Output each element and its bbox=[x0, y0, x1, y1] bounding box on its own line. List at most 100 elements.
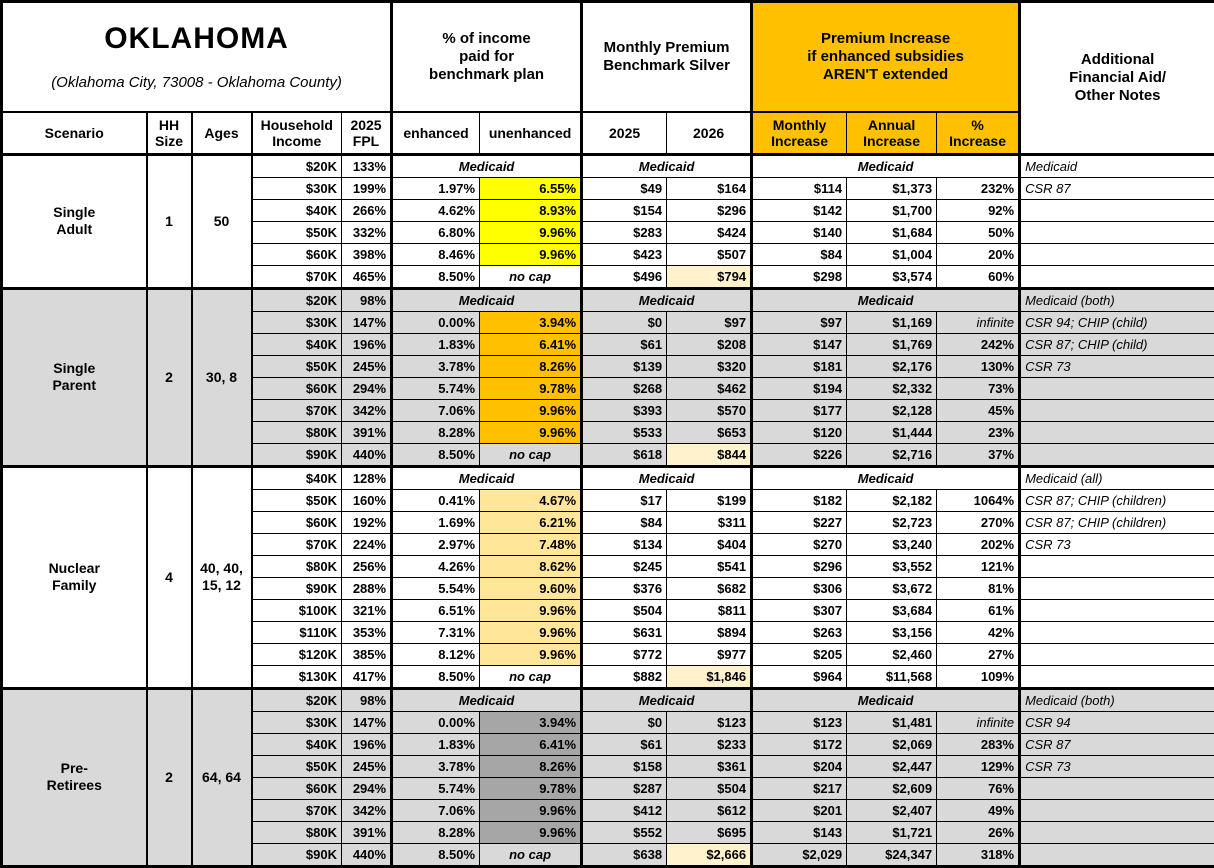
enhanced-pct-cell: 1.83% bbox=[392, 733, 480, 755]
premium-2026-cell: $404 bbox=[667, 533, 752, 555]
no-cap-cell: no cap bbox=[480, 665, 582, 688]
note-cell bbox=[1020, 599, 1214, 621]
annual-increase-cell: $1,684 bbox=[847, 221, 937, 243]
annual-increase-cell: $1,373 bbox=[847, 177, 937, 199]
premium-2025-cell: $61 bbox=[582, 733, 667, 755]
pct-increase-cell: 60% bbox=[937, 265, 1020, 288]
enhanced-pct-cell: 0.41% bbox=[392, 489, 480, 511]
premium-2025-cell: $376 bbox=[582, 577, 667, 599]
ages-cell: 64, 64 bbox=[192, 688, 252, 866]
premium-2025-cell: $423 bbox=[582, 243, 667, 265]
enhanced-pct-cell: 7.31% bbox=[392, 621, 480, 643]
enhanced-pct-cell: 8.50% bbox=[392, 843, 480, 866]
medicaid-merged-cell: Medicaid bbox=[752, 466, 1020, 489]
premium-2026-cell: $199 bbox=[667, 489, 752, 511]
fpl-cell: 440% bbox=[342, 443, 392, 466]
unenhanced-pct-cell: 9.96% bbox=[480, 821, 582, 843]
hh-size-cell: 2 bbox=[147, 288, 192, 466]
annual-increase-cell: $1,700 bbox=[847, 199, 937, 221]
income-cell: $90K bbox=[252, 843, 342, 866]
note-cell: Medicaid (all) bbox=[1020, 466, 1214, 489]
premium-2025-cell: $496 bbox=[582, 265, 667, 288]
fpl-cell: 196% bbox=[342, 733, 392, 755]
note-cell bbox=[1020, 643, 1214, 665]
note-cell: Medicaid bbox=[1020, 154, 1214, 177]
monthly-increase-cell: $205 bbox=[752, 643, 847, 665]
unenhanced-pct-cell: 3.94% bbox=[480, 711, 582, 733]
enhanced-pct-cell: 6.51% bbox=[392, 599, 480, 621]
medicaid-merged-cell: Medicaid bbox=[392, 288, 582, 311]
annual-increase-cell: $2,460 bbox=[847, 643, 937, 665]
annual-increase-cell: $3,240 bbox=[847, 533, 937, 555]
note-cell: CSR 87; CHIP (children) bbox=[1020, 489, 1214, 511]
unenhanced-pct-cell: 9.96% bbox=[480, 799, 582, 821]
income-cell: $130K bbox=[252, 665, 342, 688]
income-cell: $20K bbox=[252, 688, 342, 711]
fpl-cell: 147% bbox=[342, 711, 392, 733]
premium-2025-cell: $84 bbox=[582, 511, 667, 533]
fpl-cell: 353% bbox=[342, 621, 392, 643]
annual-increase-cell: $1,444 bbox=[847, 421, 937, 443]
unenhanced-pct-cell: 9.60% bbox=[480, 577, 582, 599]
enhanced-pct-cell: 8.12% bbox=[392, 643, 480, 665]
note-cell: CSR 87; CHIP (child) bbox=[1020, 333, 1214, 355]
enhanced-pct-cell: 3.78% bbox=[392, 355, 480, 377]
premium-2025-cell: $158 bbox=[582, 755, 667, 777]
table-title-cell: OKLAHOMA (Oklahoma City, 73008 - Oklahom… bbox=[2, 2, 392, 113]
premium-2025-cell: $631 bbox=[582, 621, 667, 643]
fpl-cell: 160% bbox=[342, 489, 392, 511]
annual-increase-cell: $1,169 bbox=[847, 311, 937, 333]
pct-increase-cell: 76% bbox=[937, 777, 1020, 799]
premium-2025-cell: $638 bbox=[582, 843, 667, 866]
annual-increase-cell: $11,568 bbox=[847, 665, 937, 688]
income-cell: $40K bbox=[252, 333, 342, 355]
enhanced-pct-cell: 1.97% bbox=[392, 177, 480, 199]
premium-2026-cell: $570 bbox=[667, 399, 752, 421]
note-cell: Medicaid (both) bbox=[1020, 288, 1214, 311]
premium-2026-cell: $123 bbox=[667, 711, 752, 733]
medicaid-merged-cell: Medicaid bbox=[582, 154, 752, 177]
enhanced-pct-cell: 1.69% bbox=[392, 511, 480, 533]
pct-increase-cell: 61% bbox=[937, 599, 1020, 621]
column-header-scenario: Scenario bbox=[2, 112, 147, 154]
fpl-cell: 398% bbox=[342, 243, 392, 265]
pct-increase-cell: 73% bbox=[937, 377, 1020, 399]
fpl-cell: 385% bbox=[342, 643, 392, 665]
unenhanced-pct-cell: 9.96% bbox=[480, 621, 582, 643]
premium-2025-cell: $393 bbox=[582, 399, 667, 421]
hh-size-cell: 1 bbox=[147, 154, 192, 288]
income-cell: $70K bbox=[252, 799, 342, 821]
enhanced-pct-cell: 5.74% bbox=[392, 777, 480, 799]
pct-increase-cell: 318% bbox=[937, 843, 1020, 866]
note-cell bbox=[1020, 199, 1214, 221]
no-cap-cell: no cap bbox=[480, 843, 582, 866]
premium-2025-cell: $287 bbox=[582, 777, 667, 799]
premium-2026-cell: $541 bbox=[667, 555, 752, 577]
note-cell bbox=[1020, 221, 1214, 243]
monthly-increase-cell: $142 bbox=[752, 199, 847, 221]
note-cell: CSR 94 bbox=[1020, 711, 1214, 733]
note-cell bbox=[1020, 821, 1214, 843]
column-header-monthly-increase: Monthly Increase bbox=[752, 112, 847, 154]
medicaid-merged-cell: Medicaid bbox=[752, 288, 1020, 311]
income-cell: $20K bbox=[252, 154, 342, 177]
monthly-increase-cell: $296 bbox=[752, 555, 847, 577]
monthly-increase-cell: $97 bbox=[752, 311, 847, 333]
annual-increase-cell: $3,156 bbox=[847, 621, 937, 643]
fpl-cell: 266% bbox=[342, 199, 392, 221]
premium-2025-cell: $412 bbox=[582, 799, 667, 821]
premium-2025-cell: $245 bbox=[582, 555, 667, 577]
enhanced-pct-cell: 8.28% bbox=[392, 421, 480, 443]
pct-increase-cell: 49% bbox=[937, 799, 1020, 821]
pct-increase-cell: 1064% bbox=[937, 489, 1020, 511]
fpl-cell: 147% bbox=[342, 311, 392, 333]
enhanced-pct-cell: 8.28% bbox=[392, 821, 480, 843]
income-cell: $110K bbox=[252, 621, 342, 643]
annual-increase-cell: $1,004 bbox=[847, 243, 937, 265]
enhanced-pct-cell: 2.97% bbox=[392, 533, 480, 555]
income-cell: $70K bbox=[252, 265, 342, 288]
fpl-cell: 98% bbox=[342, 288, 392, 311]
fpl-cell: 391% bbox=[342, 821, 392, 843]
